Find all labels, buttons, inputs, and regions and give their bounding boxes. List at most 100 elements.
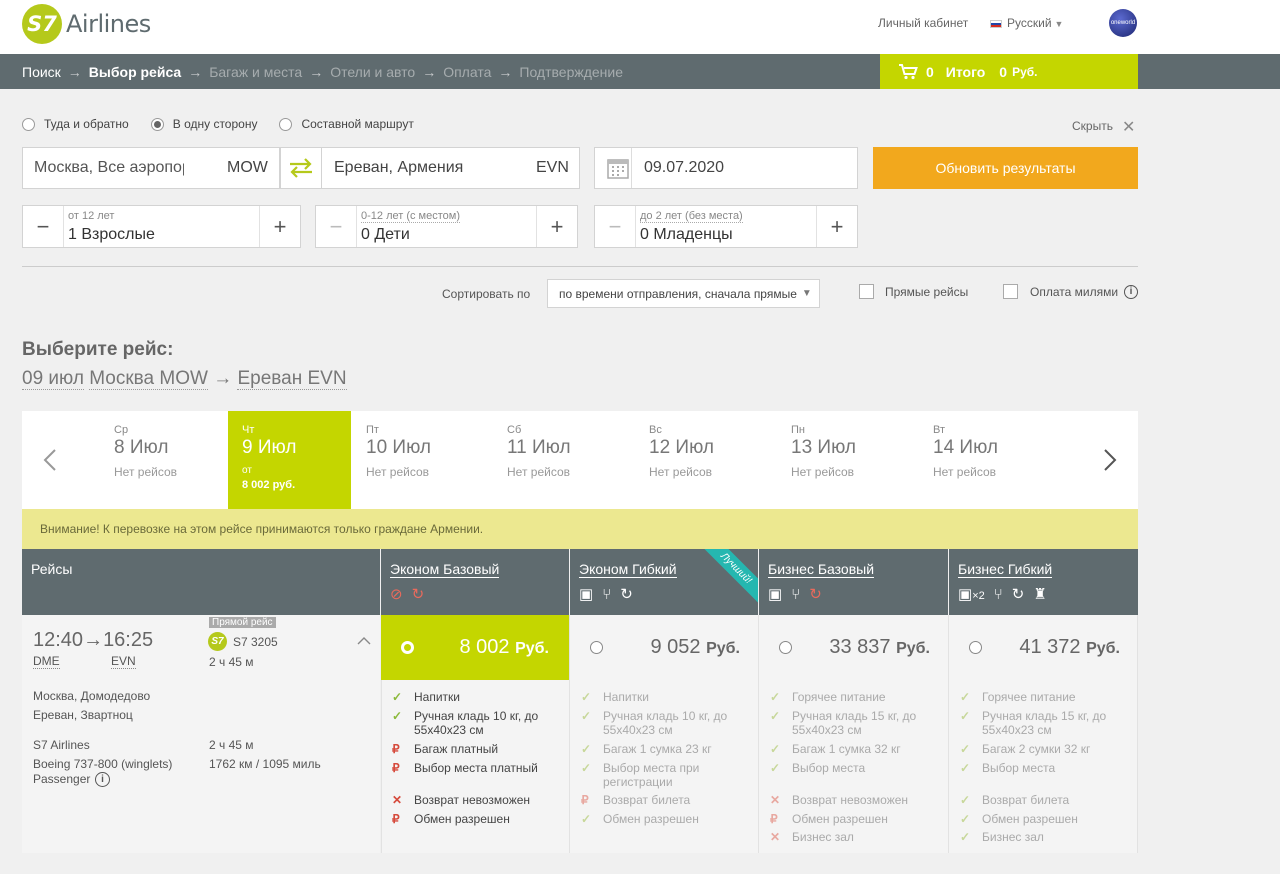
plus-button[interactable]: + — [830, 213, 844, 239]
fare-header-economy-basic[interactable]: Эконом Базовый ⊘ ↻ — [381, 549, 569, 615]
fare-price-option[interactable]: 9 052 Руб. — [570, 615, 758, 680]
weekday: Вс — [649, 424, 662, 436]
fare-price: 33 837 — [829, 636, 891, 658]
fare-price-option[interactable]: 33 837 Руб. — [759, 615, 948, 680]
sort-value: по времени отправления, сначала прямые — [559, 286, 797, 301]
s7-logo[interactable]: S7 Airlines — [22, 4, 151, 44]
arrow-right-icon: → — [67, 63, 82, 80]
date-tab[interactable]: Ср 8 Июл Нет рейсов — [100, 411, 228, 509]
children-stepper: − 0-12 лет (с местом) 0 Дети + — [315, 205, 578, 248]
fare-feature: ✓ Выбор места — [960, 761, 1120, 775]
departure-code[interactable]: DME — [33, 654, 60, 669]
baggage-multiplier: ×2 — [972, 590, 985, 602]
cart-summary[interactable]: 0 Итого 0 Руб. — [880, 54, 1138, 89]
account-link[interactable]: Личный кабинет — [878, 16, 969, 30]
sort-select[interactable]: по времени отправления, сначала прямые ▼ — [547, 279, 820, 308]
fare-feature: ✓ Ручная кладь 15 кг, до 55x40x23 см — [960, 709, 1120, 737]
fare-header-economy-flex[interactable]: Эконом Гибкий ▣ ⑂ ↻ Лучший! — [570, 549, 758, 615]
pay-miles-checkbox[interactable]: Оплата милями i — [1003, 284, 1139, 299]
step-flight-select: Выбор рейса — [88, 63, 182, 80]
origin-field[interactable]: Москва, Все аэропорты MOW — [22, 147, 280, 189]
trip-oneway[interactable]: В одну сторону — [150, 117, 257, 131]
children-value-box: 0-12 лет (с местом) 0 Дети — [356, 206, 537, 247]
step-search[interactable]: Поиск — [22, 63, 61, 80]
plus-button[interactable]: + — [550, 213, 564, 239]
fare-header-business-flex[interactable]: Бизнес Гибкий ▣×2 ⑂ ↻ ♜ — [949, 549, 1138, 615]
sort-label: Сортировать по — [442, 287, 531, 301]
refund-icon: ↻ — [1011, 586, 1025, 603]
date-tab[interactable]: Сб 11 Июл Нет рейсов — [493, 411, 623, 509]
origin-city: Москва, Все аэропорты — [34, 159, 184, 176]
chevron-right-icon[interactable] — [1102, 448, 1118, 472]
oneworld-logo: oneworld — [1109, 9, 1137, 37]
trip-round[interactable]: Туда и обратно — [22, 117, 129, 131]
plus-button[interactable]: + — [273, 213, 287, 239]
destination-field[interactable]: Ереван, Армения EVN — [321, 147, 580, 189]
fare-feature: ✕ Бизнес зал — [770, 830, 930, 844]
check-icon: ✓ — [581, 690, 592, 704]
fare-currency: Руб. — [706, 640, 740, 657]
hide-search-button[interactable]: Скрыть ✕ — [1072, 117, 1135, 137]
fare-feature-text: Обмен разрешен — [982, 812, 1078, 826]
date-tab[interactable]: Вс 12 Июл Нет рейсов — [635, 411, 765, 509]
children-value: 0 Дети — [361, 226, 410, 243]
fare-price-option[interactable]: 41 372 Руб. — [949, 615, 1138, 680]
chevron-up-icon[interactable] — [357, 636, 371, 645]
fare-feature-text: Напитки — [603, 690, 649, 704]
minus-button[interactable]: − — [329, 213, 343, 239]
fare-feature-text: Бизнес зал — [982, 830, 1044, 844]
date: 11 Июл — [507, 437, 571, 458]
fare-feature-text: Багаж 1 сумка 23 кг — [603, 742, 712, 756]
date-tab[interactable]: Вт 14 Июл Нет рейсов — [919, 411, 1049, 509]
info-icon[interactable]: i — [95, 772, 110, 787]
ruble-icon: ₽ — [770, 812, 778, 826]
date-tab[interactable]: Пн 13 Июл Нет рейсов — [777, 411, 907, 509]
fare-feature: ✕ Возврат невозможен — [392, 793, 552, 807]
fare-feature-text: Возврат билета — [982, 793, 1070, 807]
cart-count: 0 — [926, 63, 934, 80]
swap-arrows-icon — [290, 158, 312, 178]
check-icon: ✓ — [960, 830, 971, 844]
minus-button[interactable]: − — [36, 213, 50, 239]
flight-info: 12:40→16:25 DME EVN Прямой рейс S7 S7 32… — [22, 615, 380, 853]
step-hotels: Отели и авто — [330, 63, 416, 80]
cross-icon: ✕ — [770, 830, 781, 844]
route-to: Ереван EVN — [237, 368, 347, 390]
fare-feature-text: Обмен разрешен — [792, 812, 888, 826]
fare-feature: ✓ Багаж 1 сумка 32 кг — [770, 742, 930, 756]
fare-feature: ₽ Возврат билета — [581, 793, 741, 807]
info-icon[interactable]: i — [1124, 284, 1139, 299]
fare-feature: ₽ Багаж платный — [392, 742, 552, 756]
date-tab[interactable]: Пт 10 Июл Нет рейсов — [352, 411, 482, 509]
refund-icon: ↻ — [620, 586, 633, 603]
date-tab-selected[interactable]: Чт 9 Июл от 8 002 руб. — [228, 411, 351, 509]
language-select[interactable]: Русский ▼ — [990, 16, 1063, 30]
date-note: от — [242, 465, 252, 476]
chevron-left-icon[interactable] — [42, 448, 58, 472]
arrow-right-icon: → — [422, 63, 437, 80]
fare-column — [949, 615, 1138, 853]
arrival-time: 16:25 — [103, 629, 154, 651]
trip-multi[interactable]: Составной маршрут — [279, 117, 414, 131]
arrival-code[interactable]: EVN — [111, 654, 136, 669]
swap-button[interactable] — [280, 147, 322, 189]
minus-button[interactable]: − — [608, 213, 622, 239]
origin-code: MOW — [227, 159, 268, 176]
check-icon: ✓ — [960, 793, 971, 807]
fare-feature: ✓ Возврат билета — [960, 793, 1120, 807]
fare-feature: ✓ Ручная кладь 10 кг, до 55x40x23 см — [392, 709, 552, 737]
seat-icon: ⑂ — [993, 585, 1003, 603]
fare-header-business-basic[interactable]: Бизнес Базовый ▣ ⑂ ↻ — [759, 549, 948, 615]
fare-price-option[interactable]: 8 002 Руб. — [381, 615, 569, 680]
fare-currency: Руб. — [896, 640, 930, 657]
fare-feature-text: Багаж платный — [414, 742, 499, 756]
date-field[interactable]: 09.07.2020 — [594, 147, 858, 189]
direct-only-checkbox[interactable]: Прямые рейсы — [859, 284, 968, 299]
fare-name: Бизнес Гибкий — [958, 561, 1053, 578]
distance: 1762 км / 1095 миль — [209, 757, 321, 771]
update-results-button[interactable]: Обновить результаты — [873, 147, 1138, 189]
no-baggage-icon: ⊘ — [390, 586, 403, 603]
route-date: 09 июл — [22, 368, 84, 390]
infants-value-box: до 2 лет (без места) 0 Младенцы — [635, 206, 817, 247]
fare-feature-text: Бизнес зал — [792, 830, 854, 844]
